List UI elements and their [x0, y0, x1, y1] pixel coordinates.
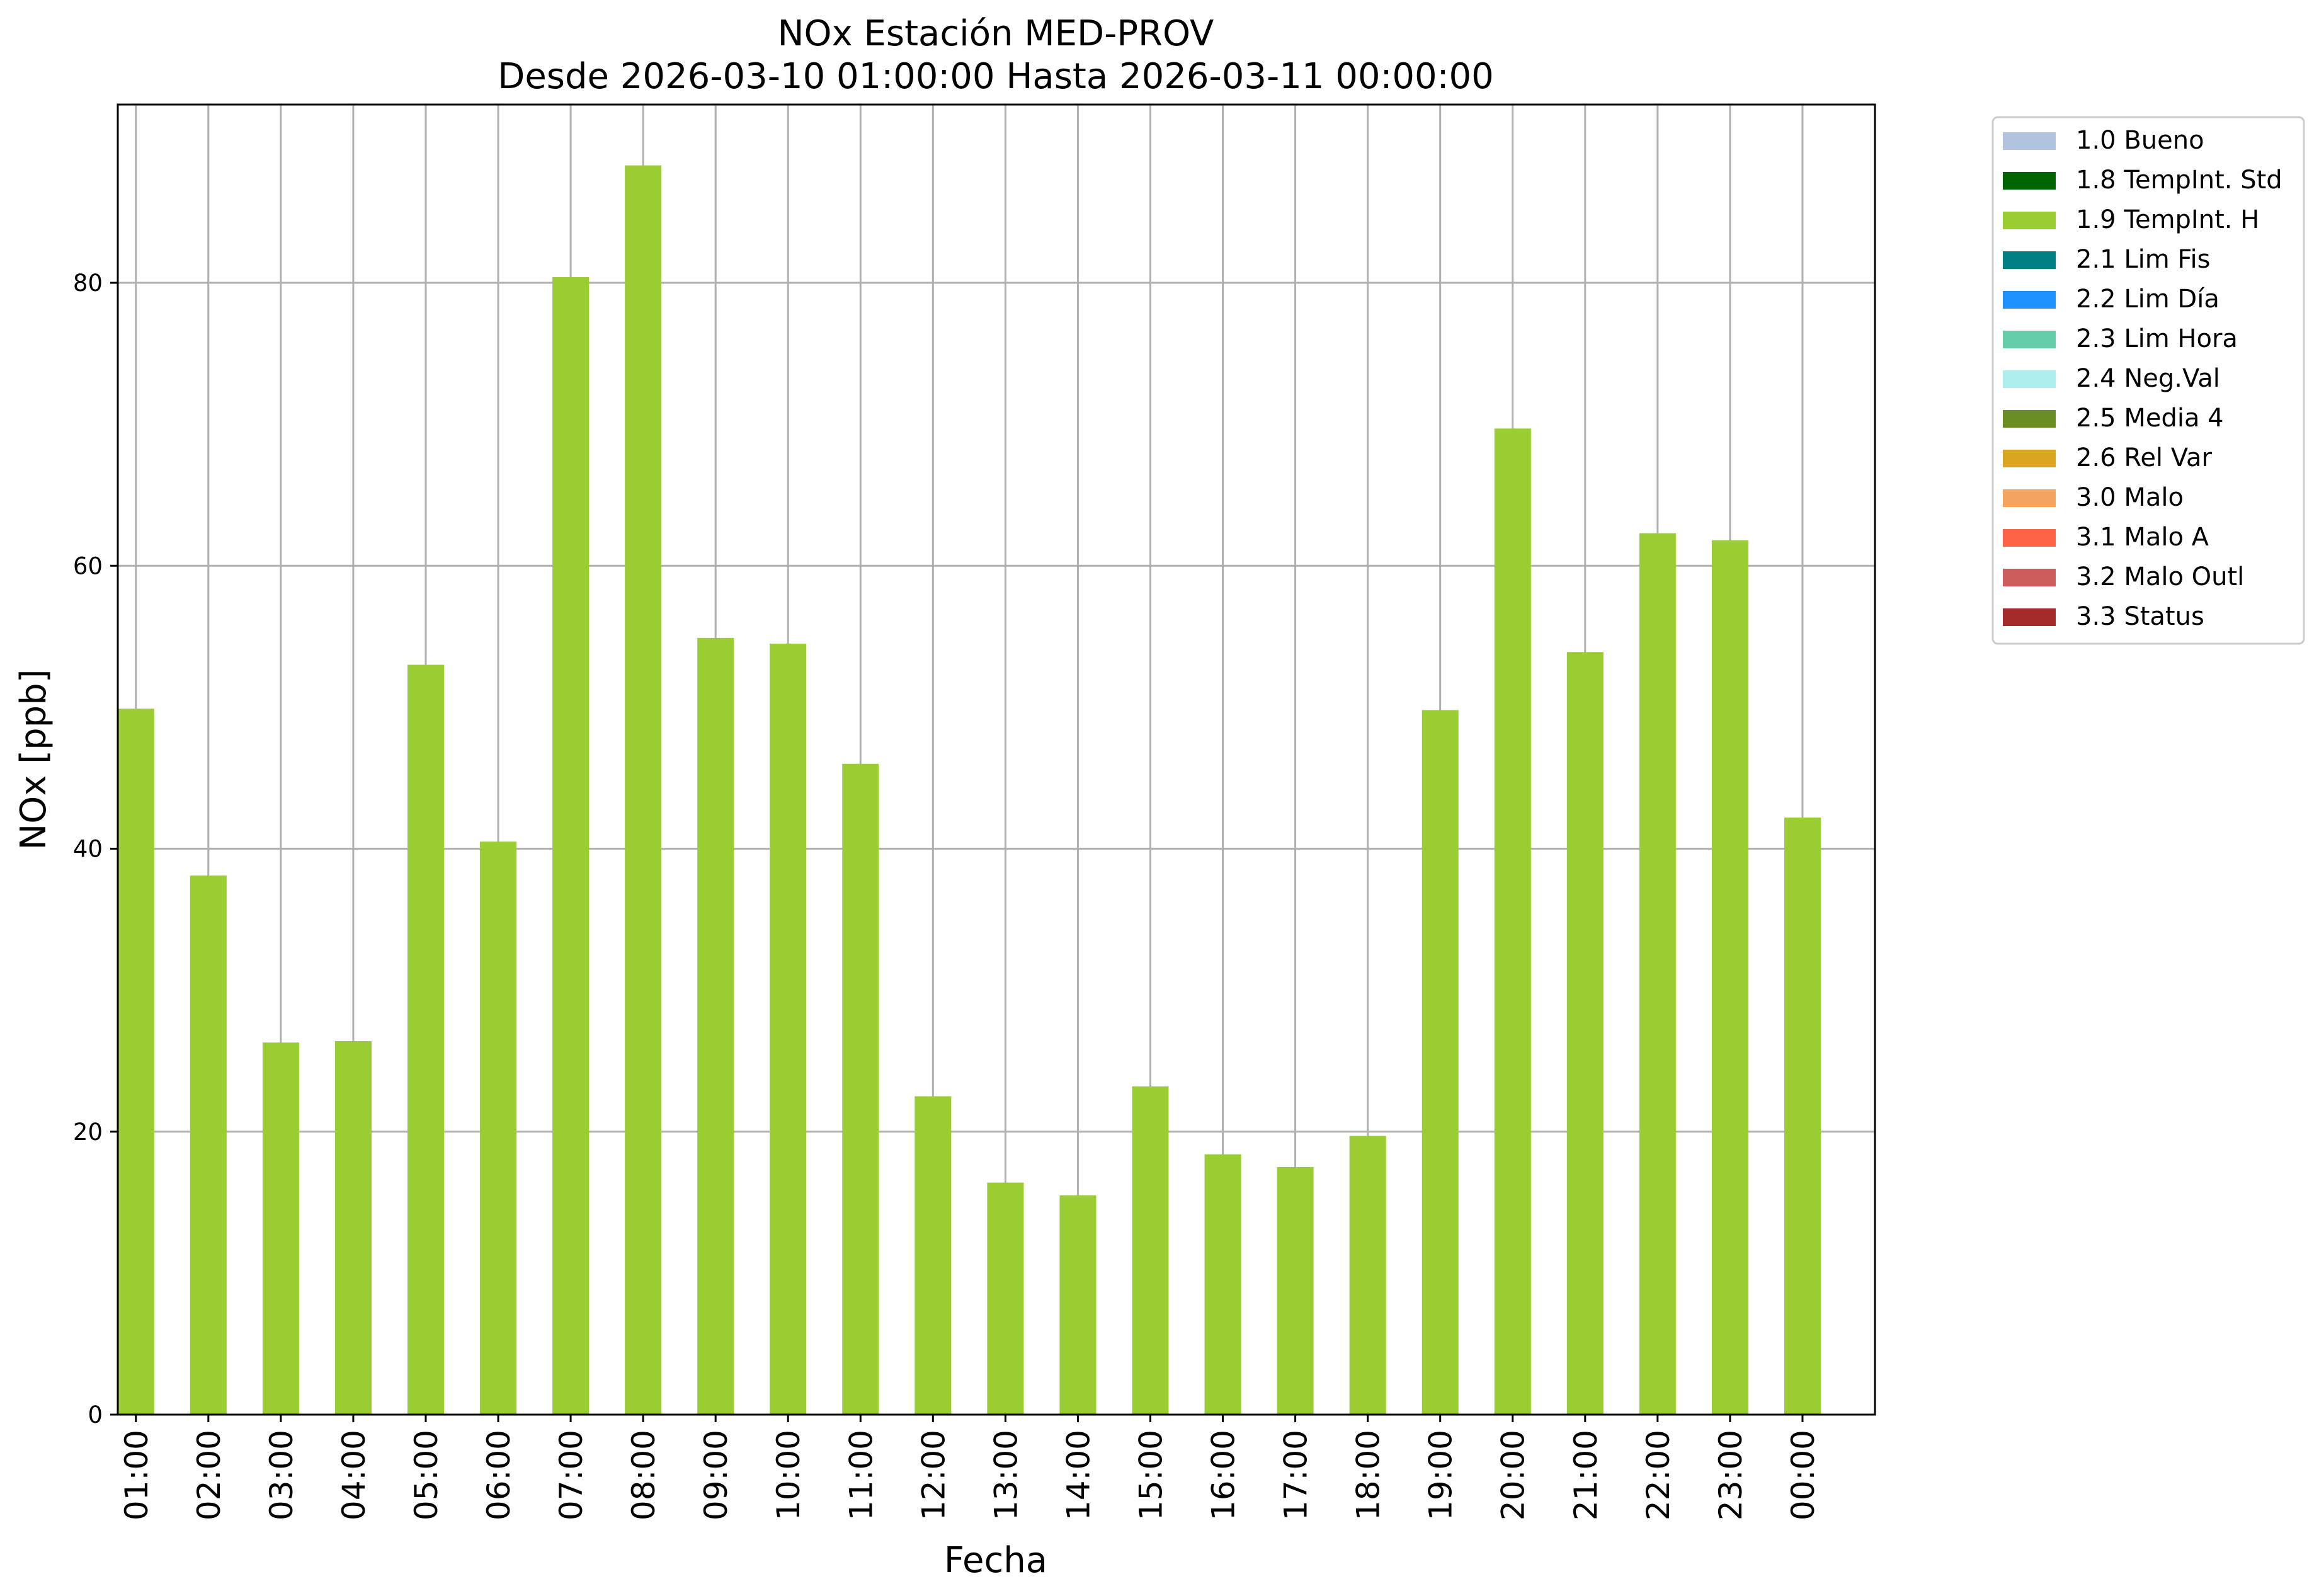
bar-20:00: [1494, 428, 1531, 1415]
y-axis-label: NOx [ppb]: [13, 669, 54, 850]
x-tick-label: 15:00: [1132, 1430, 1169, 1520]
bar-06:00: [480, 841, 517, 1415]
legend-swatch: [2003, 608, 2056, 626]
x-tick-label: 03:00: [263, 1430, 300, 1520]
bar-09:00: [697, 637, 734, 1415]
bars: [117, 165, 1821, 1415]
bar-22:00: [1639, 533, 1676, 1415]
legend: 1.0 Bueno 1.8 TempInt. Std 1.9 TempInt. H 2…: [1991, 116, 2305, 645]
x-tick-label: 08:00: [625, 1430, 662, 1520]
x-tick-label: 06:00: [481, 1430, 517, 1520]
plot-frame: [117, 103, 1876, 1416]
bar-23:00: [1711, 540, 1748, 1415]
bar-21:00: [1566, 652, 1604, 1415]
legend-label: 3.0 Malo: [2076, 483, 2184, 512]
legend-swatch: [2003, 331, 2056, 348]
legend-label: 3.3 Status: [2076, 602, 2204, 631]
bar-04:00: [334, 1040, 372, 1415]
legend-swatch: [2003, 410, 2056, 428]
legend-swatch: [2003, 489, 2056, 507]
x-tick-label: 12:00: [915, 1430, 952, 1520]
chart-title: NOx Estación MED-PROV: [778, 13, 1214, 54]
legend-label: 1.8 TempInt. Std: [2076, 166, 2282, 195]
bar-18:00: [1349, 1136, 1386, 1415]
legend-label: 2.3 Lim Hora: [2076, 324, 2238, 353]
legend-label: 1.0 Bueno: [2076, 126, 2204, 155]
legend-swatch: [2003, 569, 2056, 586]
y-tick-label: 60: [73, 552, 103, 579]
x-tick-label: 07:00: [553, 1430, 590, 1520]
y-axis-ticks: 0 20 40 60 80: [73, 270, 118, 1428]
x-tick-label: 22:00: [1640, 1430, 1677, 1520]
legend-label: 2.6 Rel Var: [2076, 443, 2213, 472]
y-tick-label: 20: [73, 1119, 103, 1146]
legend-swatch: [2003, 212, 2056, 229]
x-tick-label: 04:00: [336, 1430, 372, 1520]
x-tick-label: 01:00: [118, 1430, 155, 1520]
bar-19:00: [1422, 710, 1459, 1415]
bar-05:00: [407, 664, 444, 1415]
legend-swatch: [2003, 529, 2056, 547]
x-tick-label: 16:00: [1205, 1430, 1242, 1520]
x-tick-label: 09:00: [698, 1430, 734, 1520]
legend-swatch: [2003, 172, 2056, 190]
y-tick-label: 80: [73, 270, 103, 297]
legend-swatch: [2003, 132, 2056, 150]
legend-swatch: [2003, 291, 2056, 309]
legend-box: [1991, 116, 2305, 645]
bar-10:00: [770, 643, 807, 1415]
x-tick-label: 11:00: [843, 1430, 879, 1520]
y-tick-label: 0: [88, 1401, 103, 1428]
legend-label: 3.1 Malo A: [2076, 523, 2209, 552]
x-tick-label: 18:00: [1350, 1430, 1387, 1520]
x-tick-label: 23:00: [1712, 1430, 1749, 1520]
bar-02:00: [190, 875, 227, 1415]
legend-label: 1.9 TempInt. H: [2076, 205, 2259, 234]
bar-12:00: [914, 1096, 952, 1415]
bar-01:00: [117, 709, 154, 1415]
x-tick-label: 10:00: [770, 1430, 807, 1520]
bar-17:00: [1277, 1166, 1314, 1415]
x-tick-label: 19:00: [1423, 1430, 1459, 1520]
legend-label: 3.2 Malo Outl: [2076, 562, 2244, 591]
x-tick-label: 21:00: [1568, 1430, 1604, 1520]
legend-label: 2.5 Media 4: [2076, 404, 2224, 433]
x-tick-label: 02:00: [191, 1430, 227, 1520]
x-tick-label: 00:00: [1785, 1430, 1821, 1520]
x-tick-label: 13:00: [988, 1430, 1024, 1520]
bar-15:00: [1132, 1086, 1169, 1415]
legend-swatch: [2003, 450, 2056, 467]
chart-subtitle: Desde 2026-03-10 01:00:00 Hasta 2026-03-…: [498, 56, 1494, 97]
x-tick-label: 17:00: [1278, 1430, 1314, 1520]
legend-label: 2.4 Neg.Val: [2076, 364, 2220, 393]
bar-13:00: [987, 1182, 1024, 1415]
legend-label: 2.1 Lim Fis: [2076, 245, 2210, 274]
y-tick-label: 40: [73, 836, 103, 863]
x-tick-label: 20:00: [1495, 1430, 1532, 1520]
bar-08:00: [625, 165, 662, 1415]
x-axis-ticks: 01:00 02:00 03:00 04:00 05:00 06:00 07:00 08:00…: [118, 1415, 1821, 1520]
x-tick-label: 05:00: [408, 1430, 445, 1520]
bar-00:00: [1784, 818, 1821, 1415]
bar-11:00: [842, 763, 879, 1415]
legend-swatch: [2003, 370, 2056, 388]
bar-03:00: [262, 1042, 299, 1415]
bar-07:00: [552, 277, 590, 1415]
legend-swatch: [2003, 251, 2056, 269]
bar-16:00: [1204, 1154, 1241, 1415]
x-tick-label: 14:00: [1060, 1430, 1097, 1520]
bar-14:00: [1059, 1195, 1097, 1415]
x-axis-label: Fecha: [944, 1540, 1047, 1581]
legend-label: 2.2 Lim Día: [2076, 285, 2219, 314]
